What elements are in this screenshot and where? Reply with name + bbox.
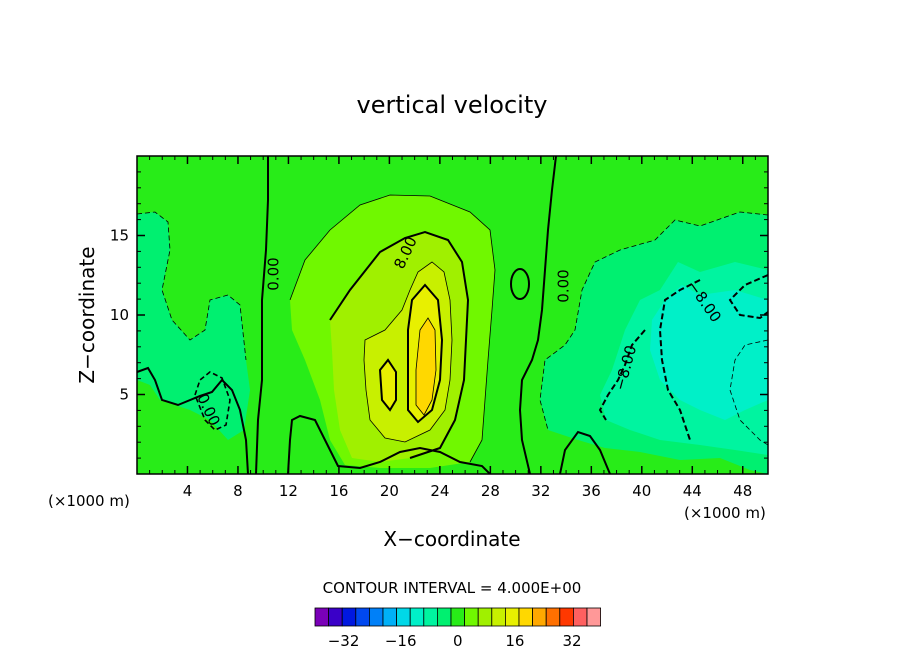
colorbar-swatch	[382, 607, 398, 627]
x-tick-label: 44	[683, 482, 702, 500]
contour-zero-left	[255, 156, 269, 474]
contour-zero-right-lower	[559, 430, 611, 474]
contour-zero-oval	[510, 268, 530, 300]
colorbar-swatch	[423, 607, 438, 627]
contour-lines	[137, 156, 768, 474]
y-tick-label: 10	[110, 306, 129, 324]
x-tick-label: 32	[531, 482, 550, 500]
contour-label: 0.00	[555, 269, 573, 302]
contour-positive-20	[415, 317, 437, 416]
colorbar-swatch	[464, 607, 479, 627]
contour-zero-left-lower	[137, 366, 249, 474]
colorbar-swatch	[545, 607, 561, 627]
x-units-right: (×1000 m)	[684, 504, 766, 522]
colorbar-tick-label: −32	[328, 632, 360, 650]
contour-zero-center	[287, 414, 491, 474]
colorbar-swatch	[450, 607, 466, 627]
colorbar-swatch	[573, 607, 588, 627]
x-tick-label: 20	[380, 482, 399, 500]
y-axis-ticks: 5 10 15	[110, 171, 768, 459]
colorbar	[314, 607, 602, 627]
contour-positive-8	[329, 230, 470, 459]
colorbar-tick-label: 16	[505, 632, 524, 650]
contour-negative-right-8	[728, 274, 768, 320]
x-tick-label: 48	[733, 482, 752, 500]
contour-negative-right-4	[539, 211, 768, 431]
x-tick-label: 36	[582, 482, 601, 500]
x-tick-label: 28	[481, 482, 500, 500]
contour-positive-4	[289, 194, 496, 463]
colorbar-swatch	[355, 607, 370, 627]
x-tick-label: 24	[430, 482, 449, 500]
x-tick-label: 12	[279, 482, 298, 500]
contour-positive-16-left	[378, 358, 397, 412]
region-positive-20	[416, 318, 436, 415]
colorbar-swatch	[532, 607, 547, 627]
region-left-negative	[137, 212, 250, 440]
colorbar-swatch	[436, 607, 452, 627]
x-tick-label: 40	[632, 482, 651, 500]
contour-label: 0.00	[265, 257, 283, 290]
x-axis-label: X−coordinate	[383, 527, 520, 551]
y-tick-label: 5	[119, 386, 129, 404]
contour-positive-12	[363, 261, 453, 443]
contour-negative-left-2	[194, 371, 231, 431]
contour-negative-right-12	[729, 339, 768, 446]
colorbar-swatch	[491, 607, 506, 627]
x-axis-ticks: 4 8 12 16 20 24 28 32 36 40 44 48	[149, 156, 756, 500]
colorbar-swatch	[341, 607, 357, 627]
colorbar-swatch	[586, 607, 602, 627]
colorbar-swatch	[328, 607, 343, 627]
colorbar-swatch	[477, 607, 493, 627]
colorbar-swatch	[314, 607, 330, 627]
colorbar-tick-labels: −32 −16 0 16 32	[328, 632, 582, 650]
y-axis-label: Z−coordinate	[75, 246, 99, 383]
region-right-most-negative	[650, 285, 768, 420]
x-units-left: (×1000 m)	[48, 492, 130, 510]
x-tick-label: 8	[233, 482, 243, 500]
x-tick-label: 16	[329, 482, 348, 500]
chart-title: vertical velocity	[357, 91, 548, 119]
region-positive-16-left	[380, 360, 396, 410]
contour-negative-right-8c	[598, 329, 646, 421]
colorbar-swatch	[396, 607, 411, 627]
colorbar-swatch	[504, 607, 520, 627]
colorbar-tick-label: −16	[385, 632, 417, 650]
colorbar-swatch	[409, 607, 425, 627]
x-tick-label: 4	[183, 482, 193, 500]
contour-interval-label: CONTOUR INTERVAL = 4.000E+00	[323, 579, 582, 597]
colorbar-swatch	[559, 607, 574, 627]
contour-positive-16	[407, 283, 444, 424]
contour-zero-right	[518, 156, 557, 474]
colorbar-swatch	[368, 607, 384, 627]
colorbar-tick-label: 32	[562, 632, 581, 650]
contour-negative-left	[137, 211, 247, 361]
colorbar-swatch	[518, 607, 534, 627]
colorbar-tick-label: 0	[453, 632, 463, 650]
y-tick-label: 15	[110, 227, 129, 245]
contour-negative-right-8b	[658, 279, 701, 441]
